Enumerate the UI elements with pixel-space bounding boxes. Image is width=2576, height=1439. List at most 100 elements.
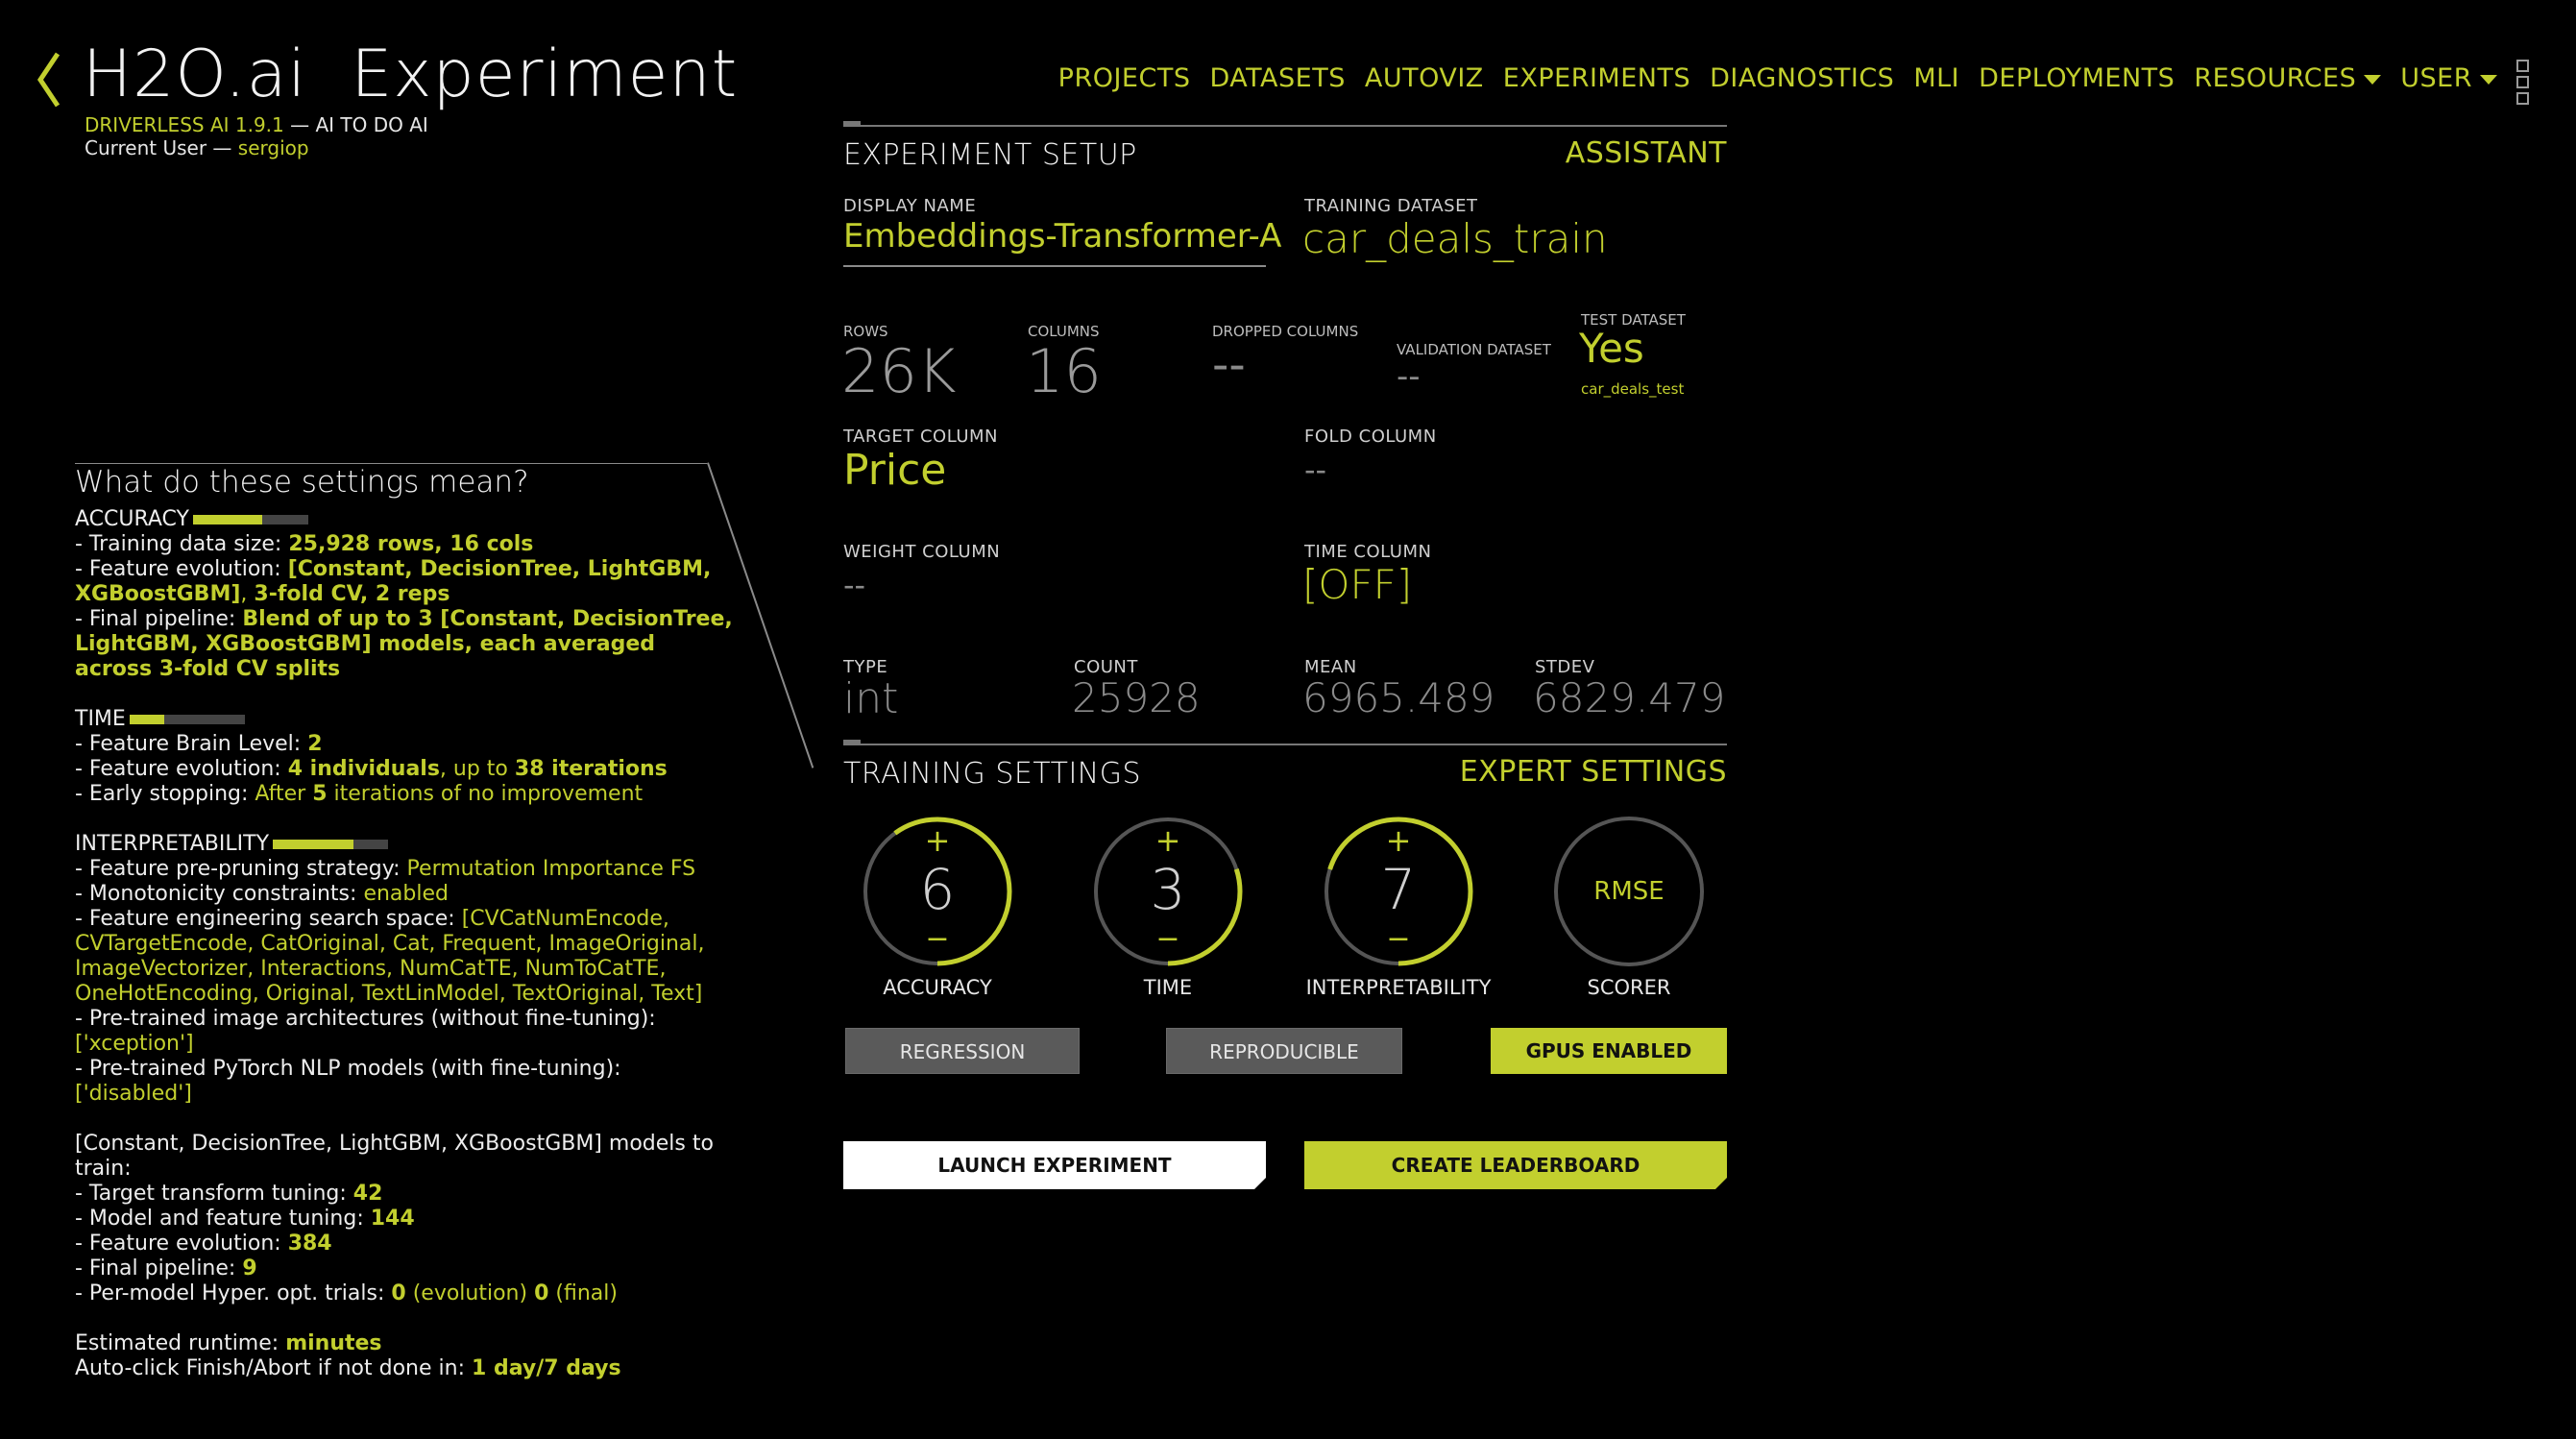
help-text: Estimated runtime: [75, 1331, 286, 1355]
weight-column-label: WEIGHT COLUMN [843, 542, 1001, 562]
help-line: - Target transform tuning: 42 [75, 1182, 738, 1207]
nav-diagnostics[interactable]: DIAGNOSTICS [1710, 63, 1895, 93]
training-top-rule [843, 744, 1727, 745]
help-line: - Pre-trained image architectures (witho… [75, 1007, 738, 1057]
help-line: Estimated runtime: minutes [75, 1331, 738, 1356]
regression-button[interactable]: REGRESSION [845, 1028, 1080, 1074]
count-label: COUNT [1074, 657, 1138, 677]
current-user-name[interactable]: sergiop [237, 136, 309, 159]
nav-resources-label: RESOURCES [2194, 63, 2357, 93]
help-value: 1 day/7 days [471, 1356, 621, 1380]
help-line: Auto-click Finish/Abort if not done in: … [75, 1356, 738, 1381]
help-value: 5 [312, 782, 328, 806]
training-dataset-value[interactable]: car_deals_train [1302, 215, 1608, 262]
accuracy-level-bar [192, 515, 308, 524]
help-value: [Constant, DecisionTree, LightGBM, XGBoo… [75, 557, 712, 606]
help-line: - Pre-trained PyTorch NLP models (with f… [75, 1057, 738, 1107]
help-line: - Monotonicity constraints: enabled [75, 882, 738, 907]
help-divider [75, 463, 707, 464]
display-name-input[interactable]: Embeddings-Transformer-A [843, 217, 1281, 267]
fold-column-value[interactable]: -- [1304, 451, 1327, 488]
gpus-enabled-button[interactable]: GPUS ENABLED [1491, 1028, 1727, 1074]
help-value: enabled [363, 882, 449, 906]
mean-label: MEAN [1304, 657, 1357, 677]
columns-label: COLUMNS [1028, 323, 1100, 340]
help-text: - Feature Brain Level: [75, 732, 308, 756]
interpretability-increase-button[interactable]: + [1385, 822, 1412, 859]
interpretability-dial[interactable]: +7− [1324, 817, 1473, 966]
type-label: TYPE [843, 657, 888, 677]
time-level-bar [129, 715, 245, 724]
help-interpretability-label: INTERPRETABILITY [75, 832, 270, 856]
scorer-value: RMSE [1593, 877, 1665, 906]
create-leaderboard-button[interactable]: CREATE LEADERBOARD [1304, 1141, 1727, 1189]
time-column-value[interactable]: [OFF] [1302, 561, 1413, 608]
time-decrease-button[interactable]: − [1155, 922, 1180, 956]
target-column-value[interactable]: Price [843, 446, 947, 495]
training-dataset-label: TRAINING DATASET [1304, 196, 1478, 216]
help-line: - Per-model Hyper. opt. trials: 0 (evolu… [75, 1281, 738, 1306]
menu-grid-icon[interactable] [2516, 60, 2530, 106]
time-dial-label: TIME [1143, 976, 1193, 999]
current-user: Current User — sergiop [85, 136, 309, 159]
reproducible-button[interactable]: REPRODUCIBLE [1166, 1028, 1402, 1074]
fold-column-label: FOLD COLUMN [1304, 427, 1437, 447]
test-dataset-name: car_deals_test [1581, 380, 1685, 398]
product-tagline: — AI TO DO AI [283, 113, 428, 136]
help-body: ACCURACY - Training data size: 25,928 ro… [75, 507, 738, 1381]
columns-value[interactable]: 16 [1026, 336, 1102, 406]
validation-dataset-value[interactable]: -- [1397, 357, 1421, 396]
logo-text: H2O.ai [83, 37, 307, 112]
accuracy-dial-value: 6 [919, 857, 956, 922]
type-value: int [843, 674, 899, 723]
help-text: - Final pipeline: [75, 607, 243, 631]
time-increase-button[interactable]: + [1154, 822, 1181, 859]
training-rule-tab [843, 740, 861, 745]
help-value: 2 [307, 732, 323, 756]
caret-down-icon [2480, 74, 2497, 85]
page-title: Experiment [351, 37, 739, 112]
nav-experiments[interactable]: EXPERIMENTS [1502, 63, 1691, 93]
nav-mli[interactable]: MLI [1913, 63, 1960, 93]
assistant-link[interactable]: ASSISTANT [1565, 136, 1727, 170]
dropped-columns-value[interactable]: -- [1212, 338, 1246, 392]
help-value: 0 [534, 1281, 549, 1305]
interpretability-dial-label: INTERPRETABILITY [1305, 976, 1492, 999]
nav-autoviz[interactable]: AUTOVIZ [1364, 63, 1484, 93]
launch-experiment-button[interactable]: LAUNCH EXPERIMENT [843, 1141, 1266, 1189]
nav-deployments[interactable]: DEPLOYMENTS [1979, 63, 2175, 93]
help-line: - Early stopping: After 5 iterations of … [75, 782, 738, 807]
test-dataset-value[interactable]: Yes [1579, 325, 1644, 372]
interpretability-dial-ring [1324, 817, 1473, 966]
back-chevron-icon[interactable] [33, 50, 65, 110]
nav-datasets[interactable]: DATASETS [1209, 63, 1346, 93]
interpretability-level-bar [273, 840, 389, 849]
help-line: - Feature engineering search space: [CVC… [75, 907, 738, 1007]
validation-dataset-label: VALIDATION DATASET [1397, 341, 1551, 358]
help-text: - Training data size: [75, 532, 289, 556]
help-value: Permutation Importance FS [406, 857, 696, 881]
expert-settings-link[interactable]: EXPERT SETTINGS [1459, 755, 1727, 789]
time-dial[interactable]: +3− [1093, 817, 1243, 966]
help-text: - Target transform tuning: [75, 1182, 353, 1206]
nav-resources[interactable]: RESOURCES [2194, 63, 2382, 93]
rows-value: 26K [841, 336, 957, 406]
help-line: - Final pipeline: 9 [75, 1256, 738, 1281]
test-dataset-label: TEST DATASET [1581, 311, 1686, 329]
nav-projects[interactable]: PROJECTS [1057, 63, 1191, 93]
interpretability-decrease-button[interactable]: − [1386, 922, 1411, 956]
accuracy-decrease-button[interactable]: − [925, 922, 950, 956]
nav-user[interactable]: USER [2400, 63, 2497, 93]
accuracy-increase-button[interactable]: + [924, 822, 951, 859]
time-dial-fill [1093, 817, 1243, 966]
accuracy-dial[interactable]: +6− [863, 817, 1012, 966]
help-text: - Feature evolution: [75, 1232, 288, 1256]
weight-column-value[interactable]: -- [843, 567, 866, 603]
help-line: - Final pipeline: Blend of up to 3 [Cons… [75, 607, 738, 682]
help-value: 42 [352, 1182, 383, 1206]
help-value: 38 iterations [514, 757, 668, 781]
current-user-label: Current User — [85, 136, 238, 159]
scorer-dial[interactable]: RMSE [1554, 817, 1704, 966]
help-title: What do these settings mean? [75, 465, 529, 500]
help-value: , up to [439, 757, 515, 781]
